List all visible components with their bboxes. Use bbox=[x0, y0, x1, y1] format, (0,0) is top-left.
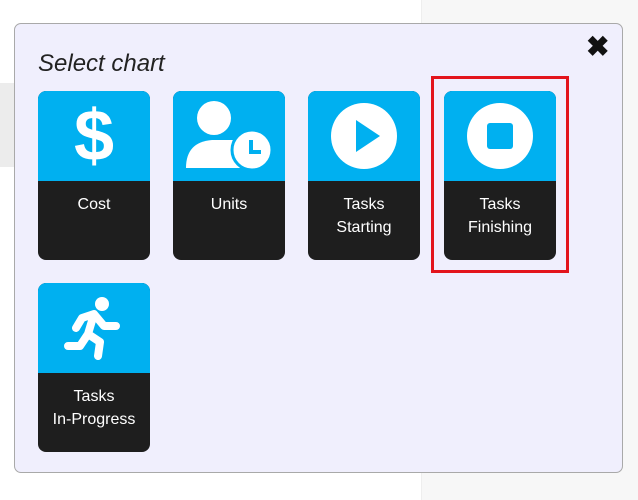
stop-circle-icon bbox=[467, 103, 533, 169]
chart-option-cost[interactable]: $ Cost bbox=[38, 91, 150, 260]
tile-label: Tasks bbox=[479, 196, 521, 213]
running-icon bbox=[64, 297, 120, 360]
chart-option-units[interactable]: Units bbox=[173, 91, 285, 260]
selection-highlight bbox=[431, 76, 569, 273]
dialog-title: Select chart bbox=[38, 50, 165, 77]
chart-option-tasks-in-progress[interactable]: Tasks In-Progress bbox=[38, 283, 150, 452]
select-chart-dialog: Select chart ✖ $ Cost Units Tasks Startin… bbox=[14, 23, 623, 473]
tile-label: Tasks bbox=[343, 196, 385, 213]
tile-label: Tasks bbox=[73, 388, 115, 405]
chart-option-tasks-finishing[interactable]: Tasks Finishing bbox=[444, 91, 556, 260]
tile-label: In-Progress bbox=[52, 411, 136, 428]
background-panel bbox=[0, 83, 14, 167]
tile-label: Units bbox=[210, 196, 248, 213]
chart-option-tasks-starting[interactable]: Tasks Starting bbox=[308, 91, 420, 260]
dollar-icon: $ bbox=[73, 96, 115, 176]
close-icon[interactable]: ✖ bbox=[586, 31, 610, 62]
tile-label: Finishing bbox=[467, 219, 533, 236]
play-circle-icon bbox=[331, 103, 397, 169]
user-clock-icon bbox=[186, 101, 274, 172]
tile-label: Starting bbox=[336, 219, 392, 236]
tile-label: Cost bbox=[77, 196, 111, 213]
